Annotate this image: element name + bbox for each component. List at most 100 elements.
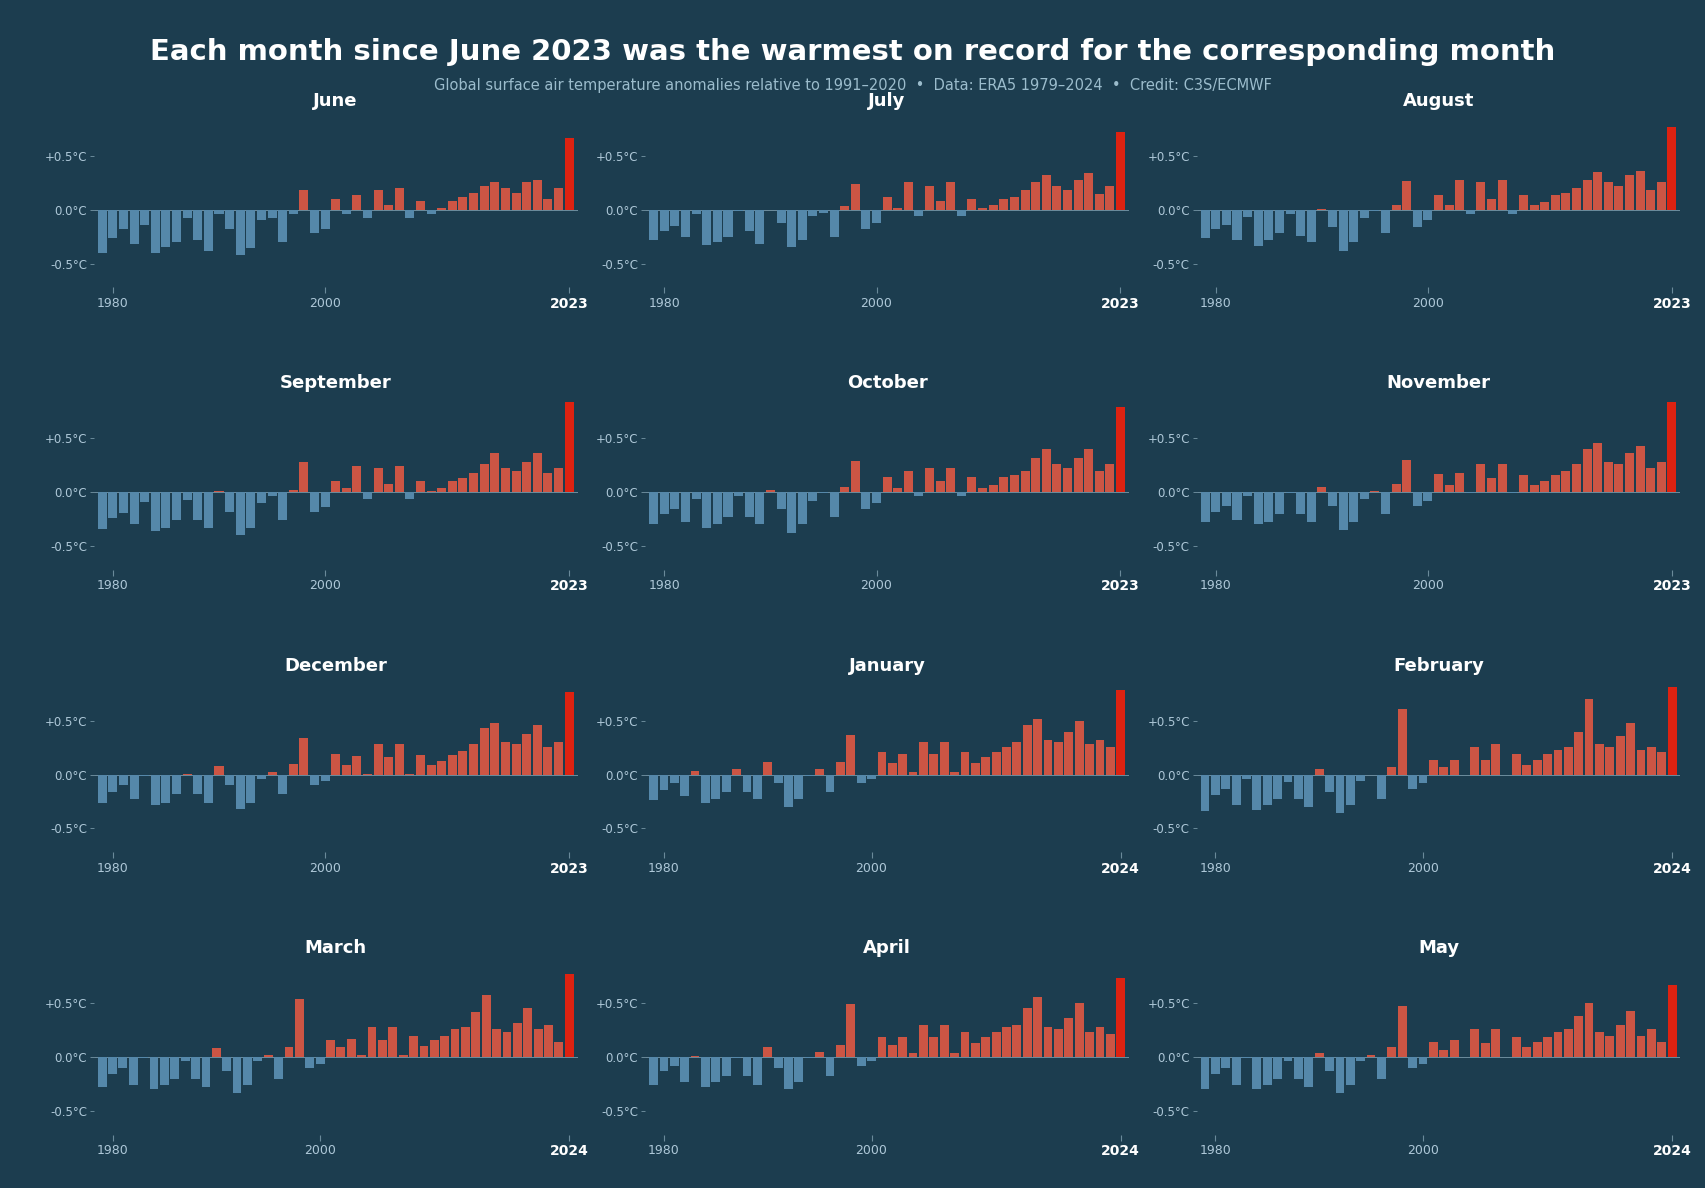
Bar (373, 190, 382, 210)
Bar (489, 723, 500, 775)
Bar (893, 208, 902, 210)
Bar (193, 210, 203, 240)
Bar (702, 492, 711, 527)
Bar (887, 1045, 897, 1057)
Bar (1543, 1037, 1552, 1057)
Bar (934, 201, 945, 210)
Bar (1084, 1032, 1093, 1057)
Bar (1666, 402, 1676, 492)
Bar (1439, 1049, 1448, 1057)
Bar (1386, 767, 1395, 775)
Bar (950, 1053, 958, 1057)
Bar (416, 481, 425, 492)
Bar (752, 1057, 762, 1085)
Bar (919, 742, 928, 775)
Bar (856, 1057, 864, 1066)
Bar (825, 775, 834, 792)
Bar (1391, 484, 1400, 492)
Bar (1072, 457, 1083, 492)
Bar (469, 745, 477, 775)
Bar (786, 210, 796, 247)
Bar (331, 754, 339, 775)
Bar (564, 691, 573, 775)
Bar (1335, 1057, 1344, 1093)
Bar (1052, 465, 1061, 492)
Bar (554, 1042, 563, 1057)
Bar (1115, 407, 1124, 492)
Bar (426, 210, 435, 214)
Bar (1645, 468, 1654, 492)
Bar (268, 210, 276, 219)
Bar (1490, 745, 1499, 775)
Bar (1439, 767, 1448, 775)
Bar (1584, 1003, 1592, 1057)
Bar (182, 210, 191, 219)
Bar (201, 1057, 210, 1087)
Bar (825, 1057, 834, 1076)
Bar (1635, 171, 1644, 210)
Bar (460, 1026, 469, 1057)
Bar (1064, 732, 1072, 775)
Bar (650, 492, 658, 524)
Bar (356, 1055, 367, 1057)
Bar (1231, 775, 1240, 804)
Bar (1584, 700, 1592, 775)
Bar (1074, 1003, 1083, 1057)
Bar (680, 492, 691, 523)
Bar (1074, 721, 1083, 775)
Bar (1338, 492, 1347, 530)
Bar (409, 1036, 418, 1057)
Bar (150, 210, 160, 253)
Bar (448, 201, 457, 210)
Bar (278, 775, 286, 794)
Bar (416, 756, 425, 775)
Bar (1009, 197, 1018, 210)
Bar (384, 484, 394, 492)
Bar (1615, 1025, 1623, 1057)
Bar (1550, 195, 1558, 210)
Bar (967, 478, 975, 492)
Title: April: April (863, 940, 910, 958)
Bar (808, 492, 817, 501)
Bar (752, 775, 762, 800)
Bar (1604, 1036, 1613, 1057)
Bar (1105, 746, 1113, 775)
Bar (650, 1057, 658, 1085)
Bar (702, 210, 711, 245)
Bar (544, 1025, 552, 1057)
Bar (162, 775, 170, 803)
Bar (1615, 735, 1623, 775)
Bar (774, 775, 783, 783)
Bar (980, 758, 989, 775)
Bar (109, 492, 118, 518)
Bar (835, 1045, 844, 1057)
Bar (162, 210, 170, 247)
Bar (1645, 1029, 1656, 1057)
Bar (275, 1057, 283, 1079)
Bar (742, 775, 750, 792)
Bar (1105, 465, 1113, 492)
Bar (1211, 210, 1219, 229)
Bar (119, 492, 128, 512)
Bar (762, 762, 772, 775)
Bar (1251, 775, 1260, 810)
Bar (899, 1037, 907, 1057)
Bar (1231, 210, 1241, 240)
Bar (1517, 475, 1528, 492)
Bar (660, 775, 668, 790)
Bar (341, 488, 351, 492)
Bar (1490, 1029, 1499, 1057)
Bar (310, 775, 319, 785)
Bar (384, 206, 394, 210)
Bar (1011, 742, 1021, 775)
Bar (450, 1029, 459, 1057)
Bar (1243, 210, 1251, 217)
Bar (1294, 1057, 1303, 1079)
Bar (713, 492, 721, 524)
Bar (1211, 1057, 1219, 1074)
Bar (846, 1004, 854, 1057)
Bar (315, 1057, 324, 1063)
Bar (399, 1055, 407, 1057)
Bar (721, 1057, 730, 1076)
Bar (257, 210, 266, 221)
